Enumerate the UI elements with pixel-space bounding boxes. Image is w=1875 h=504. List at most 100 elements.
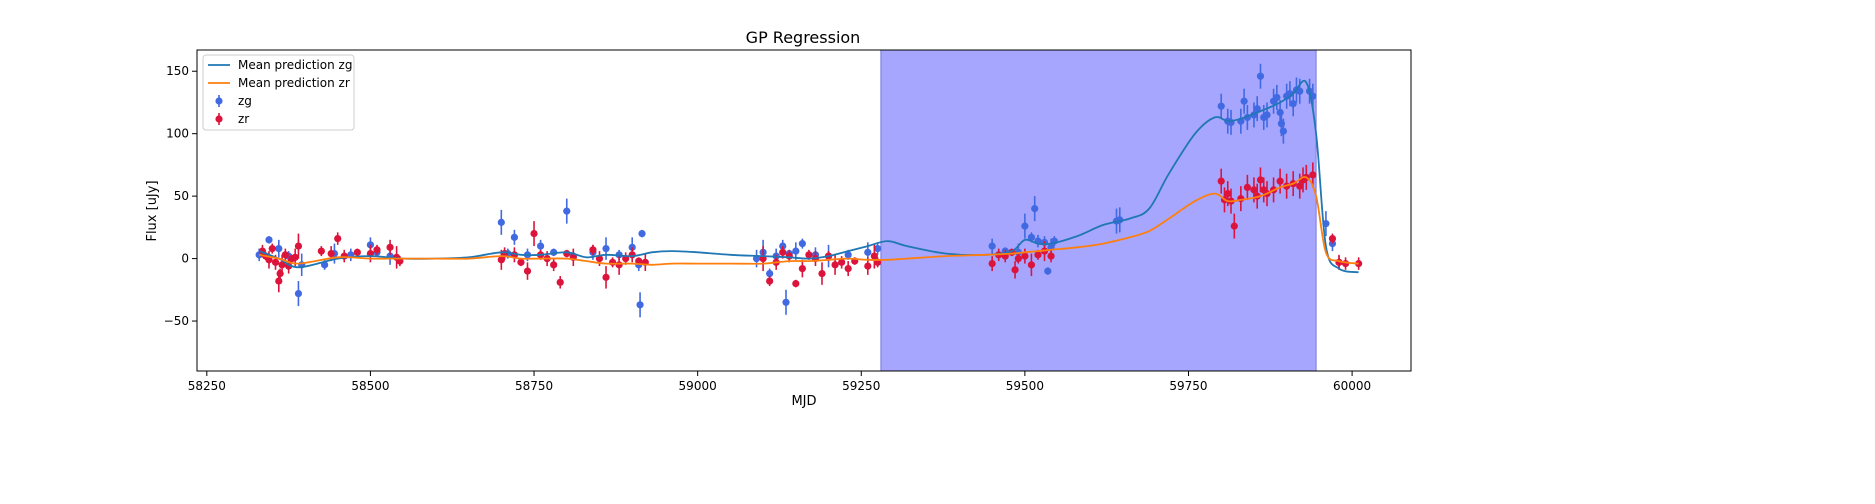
data-point-zg xyxy=(1263,111,1271,119)
data-point-zg xyxy=(782,298,790,306)
shaded-region xyxy=(880,49,1317,372)
data-point-zr xyxy=(278,261,286,269)
data-point-zg xyxy=(638,230,646,238)
data-point-zr xyxy=(517,258,525,266)
chart-title: GP Regression xyxy=(746,28,861,47)
data-point-zr xyxy=(628,251,636,259)
x-axis: 58250 58500 58750 59000 59250 59500 59750 60000 xyxy=(188,371,1371,393)
data-point-zg xyxy=(1217,102,1225,110)
data-point-zg xyxy=(1031,205,1039,213)
data-point-zg xyxy=(792,247,800,255)
data-point-zg xyxy=(1253,105,1261,113)
data-point-zr xyxy=(1328,235,1337,243)
data-point-zr xyxy=(530,230,538,238)
data-point-zg xyxy=(536,242,545,250)
data-point-zr xyxy=(766,277,774,285)
data-point-zr xyxy=(563,249,571,258)
data-point-zg xyxy=(602,244,610,253)
y-tick-label: 150 xyxy=(166,64,189,78)
data-point-zg xyxy=(563,207,571,215)
data-point-zr xyxy=(1224,190,1232,198)
data-point-zg xyxy=(294,289,303,298)
data-point-zr xyxy=(334,235,342,243)
data-point-zr xyxy=(615,261,623,269)
y-axis: −50 0 50 100 150 xyxy=(164,64,197,328)
legend-label: Mean prediction zg xyxy=(238,58,352,72)
data-point-zr xyxy=(1027,261,1036,269)
data-point-zr xyxy=(785,252,793,260)
data-point-zg xyxy=(275,244,283,253)
x-axis-label: MJD xyxy=(791,394,816,409)
series-zr xyxy=(258,162,1363,293)
data-point-zr xyxy=(373,246,381,254)
data-point-zg xyxy=(1044,267,1052,275)
x-tick-label: 58500 xyxy=(351,379,389,393)
data-point-zg xyxy=(265,236,273,244)
data-point-zr xyxy=(317,247,325,255)
data-point-zr xyxy=(1034,251,1042,259)
data-point-zr xyxy=(831,261,839,269)
data-point-zr xyxy=(1355,259,1363,268)
data-point-zr xyxy=(1276,177,1284,185)
data-point-zr xyxy=(327,249,335,258)
data-point-zg xyxy=(636,301,644,309)
data-point-zr xyxy=(291,253,299,261)
data-point-zr xyxy=(635,257,643,265)
data-point-zg xyxy=(844,251,852,259)
data-point-zr xyxy=(497,256,505,264)
legend-label: zg xyxy=(238,94,252,108)
data-point-zg xyxy=(628,243,636,251)
data-point-zr xyxy=(1250,186,1258,194)
data-point-zr xyxy=(294,242,303,250)
data-point-zr xyxy=(271,258,280,266)
data-point-zg xyxy=(864,248,872,256)
plot-area xyxy=(255,49,1363,372)
data-point-zr xyxy=(550,261,558,269)
y-tick-label: 50 xyxy=(174,189,189,203)
data-point-zr xyxy=(779,248,787,256)
data-point-zr xyxy=(838,258,846,266)
data-point-zg xyxy=(1276,108,1284,117)
data-point-zg xyxy=(1273,93,1281,102)
legend-box xyxy=(202,54,355,131)
legend-label: Mean prediction zr xyxy=(238,76,350,90)
legend-point-marker xyxy=(215,115,223,123)
data-point-zg xyxy=(1296,87,1304,95)
data-point-zr xyxy=(523,267,532,275)
data-point-zr xyxy=(1021,252,1029,260)
data-point-zr xyxy=(805,251,813,259)
data-point-zr xyxy=(265,256,273,264)
data-point-zr xyxy=(602,273,610,281)
x-tick-label: 59750 xyxy=(1169,379,1207,393)
data-point-zg xyxy=(798,239,806,248)
data-point-zg xyxy=(766,269,774,278)
data-point-zr xyxy=(1296,182,1304,190)
data-point-zr xyxy=(844,264,852,273)
data-point-zg xyxy=(510,233,519,241)
data-point-zg xyxy=(779,242,787,250)
data-point-zr xyxy=(1014,254,1022,263)
data-point-zr xyxy=(386,243,394,251)
data-point-zr xyxy=(798,264,806,273)
data-point-zr xyxy=(608,258,617,266)
x-tick-label: 60000 xyxy=(1333,379,1371,393)
data-point-zr xyxy=(864,262,872,270)
series-zg xyxy=(255,63,1343,318)
data-point-zr xyxy=(792,279,800,288)
data-point-zg xyxy=(1240,97,1248,105)
data-point-zg xyxy=(988,242,996,250)
data-point-zg xyxy=(1021,222,1029,230)
legend: Mean prediction zg Mean prediction zr zg zr xyxy=(202,54,355,131)
x-tick-label: 58750 xyxy=(515,379,553,393)
data-point-zr xyxy=(1011,266,1019,274)
data-point-zg xyxy=(874,244,882,253)
plot-frame xyxy=(196,49,1412,372)
mean-line-zg xyxy=(258,80,1359,274)
data-point-zr xyxy=(1230,222,1238,230)
legend-point-marker xyxy=(215,97,223,105)
x-tick-label: 59250 xyxy=(842,379,880,393)
mean-line-zr xyxy=(259,176,1359,266)
data-point-zr xyxy=(268,244,276,253)
y-axis-label: Flux [uJy] xyxy=(145,180,160,241)
